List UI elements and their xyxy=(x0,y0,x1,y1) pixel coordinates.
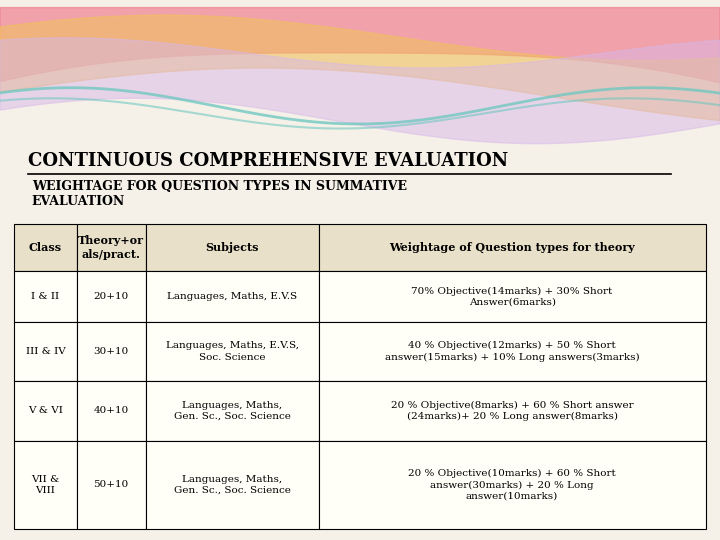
Text: 30+10: 30+10 xyxy=(94,347,129,356)
Text: VII &
VIII: VII & VIII xyxy=(32,475,60,495)
Text: Languages, Maths, E.V.S,
Soc. Science: Languages, Maths, E.V.S, Soc. Science xyxy=(166,341,299,361)
FancyBboxPatch shape xyxy=(14,441,76,529)
Text: III & IV: III & IV xyxy=(26,347,66,356)
Text: Class: Class xyxy=(29,242,62,253)
Text: I & II: I & II xyxy=(32,292,60,301)
Text: V & VI: V & VI xyxy=(28,407,63,415)
FancyBboxPatch shape xyxy=(76,381,145,441)
FancyBboxPatch shape xyxy=(318,322,706,381)
FancyBboxPatch shape xyxy=(14,224,76,272)
Text: 40 % Objective(12marks) + 50 % Short
answer(15marks) + 10% Long answers(3marks): 40 % Objective(12marks) + 50 % Short ans… xyxy=(384,341,639,362)
FancyBboxPatch shape xyxy=(145,381,318,441)
Text: WEIGHTAGE FOR QUESTION TYPES IN SUMMATIVE
EVALUATION: WEIGHTAGE FOR QUESTION TYPES IN SUMMATIV… xyxy=(32,180,407,208)
FancyBboxPatch shape xyxy=(76,272,145,322)
FancyBboxPatch shape xyxy=(14,322,76,381)
FancyBboxPatch shape xyxy=(145,322,318,381)
FancyBboxPatch shape xyxy=(318,381,706,441)
FancyBboxPatch shape xyxy=(145,441,318,529)
Text: 70% Objective(14marks) + 30% Short
Answer(6marks): 70% Objective(14marks) + 30% Short Answe… xyxy=(411,286,613,307)
Text: 40+10: 40+10 xyxy=(94,407,129,415)
Text: 20 % Objective(8marks) + 60 % Short answer
(24marks)+ 20 % Long answer(8marks): 20 % Objective(8marks) + 60 % Short answ… xyxy=(391,401,634,421)
Text: Theory+or
als/pract.: Theory+or als/pract. xyxy=(78,235,144,260)
FancyBboxPatch shape xyxy=(76,441,145,529)
Text: Languages, Maths, E.V.S: Languages, Maths, E.V.S xyxy=(167,292,297,301)
Text: 20 % Objective(10marks) + 60 % Short
answer(30marks) + 20 % Long
answer(10marks): 20 % Objective(10marks) + 60 % Short ans… xyxy=(408,469,616,501)
FancyBboxPatch shape xyxy=(318,441,706,529)
FancyBboxPatch shape xyxy=(14,381,76,441)
FancyBboxPatch shape xyxy=(318,272,706,322)
Text: Languages, Maths,
Gen. Sc., Soc. Science: Languages, Maths, Gen. Sc., Soc. Science xyxy=(174,401,291,421)
FancyBboxPatch shape xyxy=(145,224,318,272)
FancyBboxPatch shape xyxy=(145,272,318,322)
FancyBboxPatch shape xyxy=(76,322,145,381)
Text: Weightage of Question types for theory: Weightage of Question types for theory xyxy=(390,242,635,253)
Text: CONTINUOUS COMPREHENSIVE EVALUATION: CONTINUOUS COMPREHENSIVE EVALUATION xyxy=(28,152,508,170)
FancyBboxPatch shape xyxy=(14,272,76,322)
Text: Subjects: Subjects xyxy=(205,242,259,253)
FancyBboxPatch shape xyxy=(76,224,145,272)
Text: 20+10: 20+10 xyxy=(94,292,129,301)
Text: Languages, Maths,
Gen. Sc., Soc. Science: Languages, Maths, Gen. Sc., Soc. Science xyxy=(174,475,291,495)
Text: 50+10: 50+10 xyxy=(94,481,129,489)
FancyBboxPatch shape xyxy=(318,224,706,272)
